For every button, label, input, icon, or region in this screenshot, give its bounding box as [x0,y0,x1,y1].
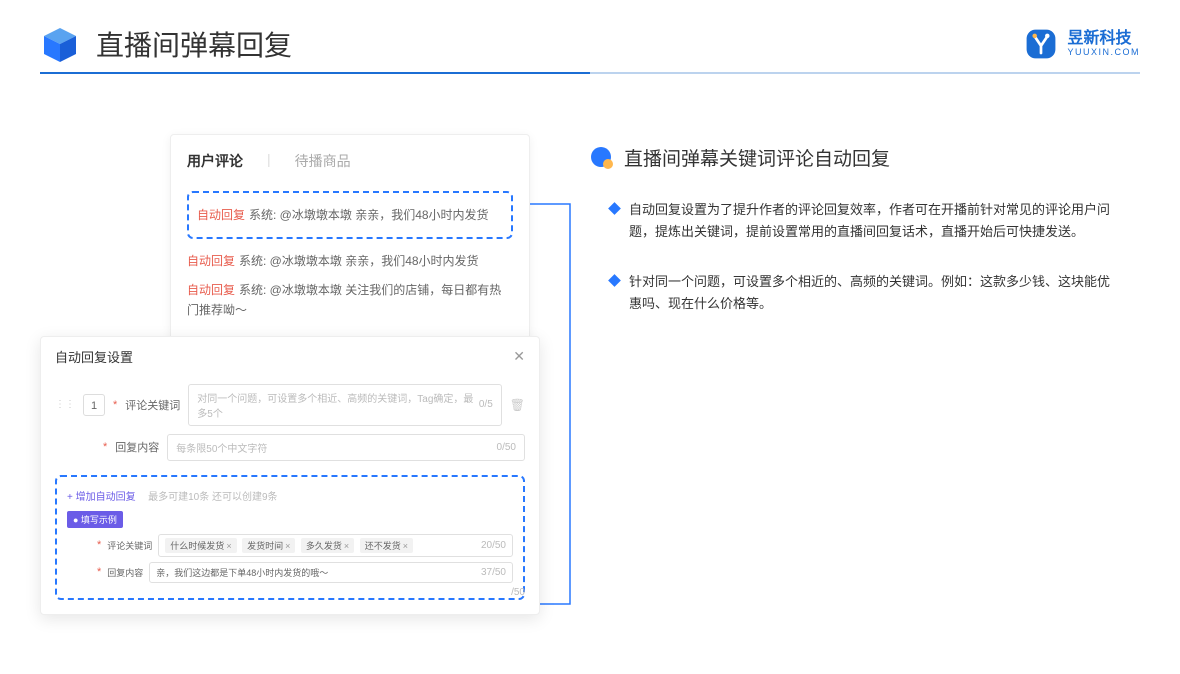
diamond-bullet-icon [608,274,621,287]
keyword-placeholder: 对同一个问题，可设置多个相近、高频的关键词，Tag确定，最多5个 [197,390,479,420]
reply-label: 回复内容 [115,439,159,455]
section-title: 直播间弹幕关键词评论自动回复 [624,144,890,171]
bullet-point: 针对同一个问题，可设置多个相近的、高频的关键词。例如：这款多少钱、这块能优惠吗、… [590,271,1140,315]
tag-group: 什么时候发货× 发货时间× 多久发货× 还不发货× [165,538,416,553]
settings-modal: 自动回复设置 ✕ ⋮⋮ 1 * 评论关键词 对同一个问题，可设置多个相近、高频的… [40,336,540,615]
example-badge: ● 填写示例 [67,511,123,528]
keyword-tag[interactable]: 发货时间× [242,538,295,553]
diamond-bullet-icon [608,202,621,215]
brand-icon [1023,26,1059,62]
comment-text: 系统: @冰墩墩本墩 亲亲，我们48小时内发货 [239,254,479,268]
required-marker: * [113,399,117,411]
keyword-label: 评论关键词 [125,397,180,413]
ex-reply-counter: 37/50 [481,567,506,578]
close-icon[interactable]: ✕ [513,348,525,365]
required-marker: * [103,441,107,453]
comment-row: 自动回复系统: @冰墩墩本墩 亲亲，我们48小时内发货 [197,201,503,229]
auto-reply-badge: 自动回复 [187,254,235,268]
reply-counter: 0/50 [497,442,516,453]
cube-icon [40,24,80,64]
add-reply-desc: 最多可建10条 还可以创建9条 [148,492,277,503]
example-section: + 增加自动回复 最多可建10条 还可以创建9条 ● 填写示例 * 评论关键词 … [55,475,525,600]
brand-name: 昱新科技 [1067,31,1140,47]
tab-separator: | [267,151,271,177]
ex-keyword-counter: 20/50 [481,540,506,551]
ex-reply-label: 回复内容 [107,566,143,579]
bubble-icon [590,146,614,170]
modal-title: 自动回复设置 [55,347,133,366]
auto-reply-badge: 自动回复 [197,208,245,222]
ex-reply-value: 亲，我们这边都是下单48小时内发货的哦～ [156,566,328,579]
auto-reply-badge: 自动回复 [187,283,235,297]
keyword-counter: 0/5 [479,399,493,410]
ex-keyword-label: 评论关键词 [107,539,152,552]
bullet-text: 针对同一个问题，可设置多个相近的、高频的关键词。例如：这款多少钱、这块能优惠吗、… [629,271,1119,315]
keyword-tag[interactable]: 多久发货× [301,538,354,553]
comment-text: 系统: @冰墩墩本墩 亲亲，我们48小时内发货 [249,208,489,222]
drag-handle-icon[interactable]: ⋮⋮ [55,399,75,410]
reply-input[interactable]: 每条限50个中文字符 0/50 [167,434,525,461]
required-marker: * [97,539,101,551]
add-reply-link[interactable]: + 增加自动回复 [67,492,136,503]
reply-placeholder: 每条限50个中文字符 [176,440,267,455]
keyword-input[interactable]: 对同一个问题，可设置多个相近、高频的关键词，Tag确定，最多5个 0/5 [188,384,501,426]
tab-pending-goods[interactable]: 待播商品 [295,151,351,177]
page-title: 直播间弹幕回复 [96,24,292,64]
brand-logo: 昱新科技 YUUXIN.COM [1023,26,1140,62]
bullet-point: 自动回复设置为了提升作者的评论回复效率，作者可在开播前针对常见的评论用户问题，提… [590,199,1140,243]
highlighted-comment: 自动回复系统: @冰墩墩本墩 亲亲，我们48小时内发货 [187,191,513,239]
comment-row: 自动回复系统: @冰墩墩本墩 关注我们的店铺，每日都有热门推荐呦～ [187,276,513,325]
bullet-text: 自动回复设置为了提升作者的评论回复效率，作者可在开播前针对常见的评论用户问题，提… [629,199,1119,243]
ex-reply-input[interactable]: 亲，我们这边都是下单48小时内发货的哦～ 37/50 [149,562,513,583]
comments-card: 用户评论 | 待播商品 自动回复系统: @冰墩墩本墩 亲亲，我们48小时内发货 … [170,134,530,342]
stray-counter: /50 [511,587,525,598]
delete-icon[interactable]: 🗑 [510,398,525,412]
comment-row: 自动回复系统: @冰墩墩本墩 亲亲，我们48小时内发货 [187,247,513,275]
brand-sub: YUUXIN.COM [1067,47,1140,57]
required-marker: * [97,566,101,578]
keyword-tag[interactable]: 还不发货× [360,538,413,553]
rule-number: 1 [83,394,105,416]
keyword-tag[interactable]: 什么时候发货× [165,538,236,553]
ex-keyword-input[interactable]: 什么时候发货× 发货时间× 多久发货× 还不发货× 20/50 [158,534,513,557]
tab-user-comments[interactable]: 用户评论 [187,151,243,177]
